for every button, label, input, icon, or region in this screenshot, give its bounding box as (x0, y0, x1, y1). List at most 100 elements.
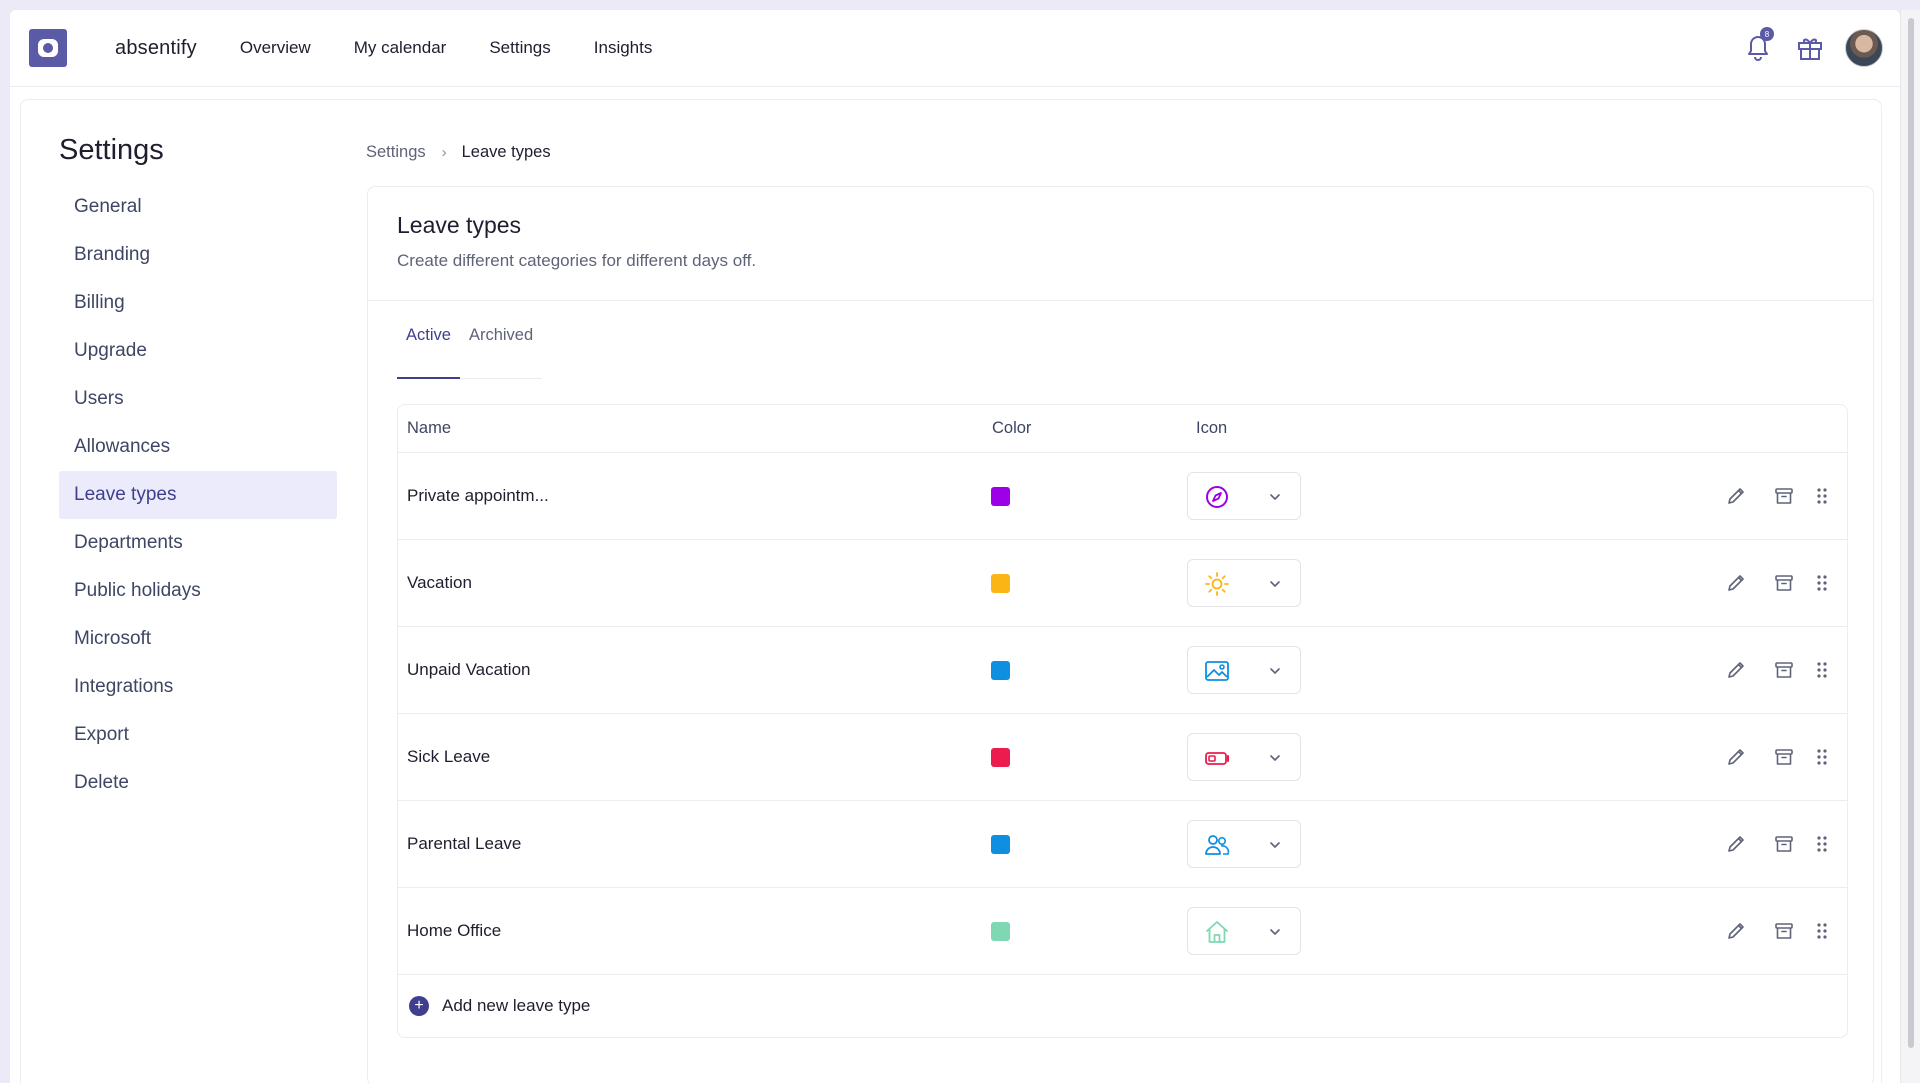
drag-handle-icon[interactable] (1813, 919, 1831, 943)
icon-select[interactable] (1187, 733, 1301, 781)
archive-icon[interactable] (1772, 919, 1796, 943)
nav-my-calendar[interactable]: My calendar (353, 38, 447, 57)
chevron-right-icon: › (441, 144, 447, 161)
absentify-logo[interactable] (29, 29, 67, 67)
column-header-name: Name (407, 419, 452, 437)
user-avatar[interactable] (1845, 29, 1883, 67)
pencil-icon[interactable] (1724, 658, 1748, 682)
leave-type-name: Unpaid Vacation (407, 660, 531, 679)
table-header: Name Color Icon (398, 405, 1847, 453)
row-actions (1700, 832, 1831, 856)
leave-type-name: Vacation (407, 573, 472, 592)
sidebar-item-departments[interactable]: Departments (74, 532, 183, 553)
sidebar-item-billing[interactable]: Billing (74, 292, 125, 313)
nav-overview[interactable]: Overview (239, 38, 311, 57)
color-swatch[interactable] (991, 661, 1010, 680)
sidebar-item-integrations[interactable]: Integrations (74, 676, 174, 697)
pencil-icon[interactable] (1724, 919, 1748, 943)
plus-circle-icon: + (409, 996, 429, 1016)
column-header-icon: Icon (1196, 419, 1228, 437)
chevron-down-icon (1268, 664, 1282, 678)
icon-select[interactable] (1187, 820, 1301, 868)
leave-type-name: Home Office (407, 921, 502, 940)
breadcrumb: Settings › Leave types (366, 143, 551, 162)
icon-select[interactable] (1187, 907, 1301, 955)
sidebar-item-upgrade[interactable]: Upgrade (74, 340, 147, 361)
sun-icon (1204, 571, 1230, 597)
archive-icon[interactable] (1772, 745, 1796, 769)
row-actions (1700, 919, 1831, 943)
notification-badge: 8 (1760, 27, 1774, 41)
archive-icon[interactable] (1772, 658, 1796, 682)
sidebar-item-branding[interactable]: Branding (74, 244, 151, 265)
tab-archived[interactable]: Archived (459, 326, 543, 379)
sidebar-item-microsoft[interactable]: Microsoft (74, 628, 152, 649)
leave-types-table: Name Color Icon Private appointm... Vaca… (397, 404, 1848, 1038)
pencil-icon[interactable] (1724, 484, 1748, 508)
drag-handle-icon[interactable] (1813, 832, 1831, 856)
add-leave-type-label: Add new leave type (442, 996, 591, 1015)
color-swatch[interactable] (991, 574, 1010, 593)
pencil-icon[interactable] (1724, 832, 1748, 856)
row-actions (1700, 658, 1831, 682)
sidebar-item-delete[interactable]: Delete (74, 772, 129, 793)
leave-type-name: Sick Leave (407, 747, 491, 766)
image-icon (1204, 658, 1230, 684)
nav-links: Overview My calendar Settings Insights (240, 38, 696, 58)
page-title: Settings (59, 134, 164, 166)
column-header-color: Color (992, 419, 1032, 437)
drag-handle-icon[interactable] (1813, 484, 1831, 508)
archive-icon[interactable] (1772, 484, 1796, 508)
divider (368, 300, 1873, 301)
chevron-down-icon (1268, 490, 1282, 504)
drag-handle-icon[interactable] (1813, 745, 1831, 769)
sidebar-item-users[interactable]: Users (74, 388, 124, 409)
archive-icon[interactable] (1772, 832, 1796, 856)
settings-content: Settings General Branding Billing Upgrad… (20, 99, 1882, 1083)
sidebar-item-leave-types[interactable]: Leave types (59, 471, 337, 519)
compass-icon (1204, 484, 1230, 510)
app-window: absentify Overview My calendar Settings … (10, 10, 1900, 1083)
pencil-icon[interactable] (1724, 745, 1748, 769)
leave-type-name: Parental Leave (407, 834, 522, 853)
sidebar-item-allowances[interactable]: Allowances (74, 436, 171, 457)
leave-type-name: Private appointm... (407, 486, 549, 505)
brand-name[interactable]: absentify (115, 36, 197, 59)
breadcrumb-settings[interactable]: Settings (366, 143, 426, 161)
icon-select[interactable] (1187, 472, 1301, 520)
archive-icon[interactable] (1772, 571, 1796, 595)
leave-types-panel: Leave types Create different categories … (367, 186, 1874, 1083)
scrollbar[interactable] (1900, 10, 1920, 1083)
color-swatch[interactable] (991, 835, 1010, 854)
chevron-down-icon (1268, 577, 1282, 591)
panel-title: Leave types (397, 212, 522, 238)
nav-insights[interactable]: Insights (593, 38, 653, 57)
add-leave-type-button[interactable]: + Add new leave type (398, 975, 1847, 1037)
bell-icon[interactable]: 8 (1744, 27, 1774, 66)
table-row: Unpaid Vacation (398, 627, 1847, 714)
gift-icon[interactable] (1796, 30, 1826, 66)
users-icon (1204, 832, 1230, 858)
table-row: Private appointm... (398, 453, 1847, 540)
drag-handle-icon[interactable] (1813, 658, 1831, 682)
icon-select[interactable] (1187, 559, 1301, 607)
row-actions (1700, 484, 1831, 508)
chevron-down-icon (1268, 751, 1282, 765)
color-swatch[interactable] (991, 748, 1010, 767)
sidebar-item-export[interactable]: Export (74, 724, 129, 745)
color-swatch[interactable] (991, 922, 1010, 941)
nav-settings[interactable]: Settings (489, 38, 551, 57)
tab-active[interactable]: Active (397, 326, 460, 379)
color-swatch[interactable] (991, 487, 1010, 506)
table-row: Vacation (398, 540, 1847, 627)
drag-handle-icon[interactable] (1813, 571, 1831, 595)
sidebar-item-public-holidays[interactable]: Public holidays (74, 580, 201, 601)
table-row: Sick Leave (398, 714, 1847, 801)
row-actions (1700, 571, 1831, 595)
sidebar-item-general[interactable]: General (74, 196, 142, 217)
battery-low-icon (1204, 745, 1230, 771)
pencil-icon[interactable] (1724, 571, 1748, 595)
icon-select[interactable] (1187, 646, 1301, 694)
row-actions (1700, 745, 1831, 769)
chevron-down-icon (1268, 838, 1282, 852)
